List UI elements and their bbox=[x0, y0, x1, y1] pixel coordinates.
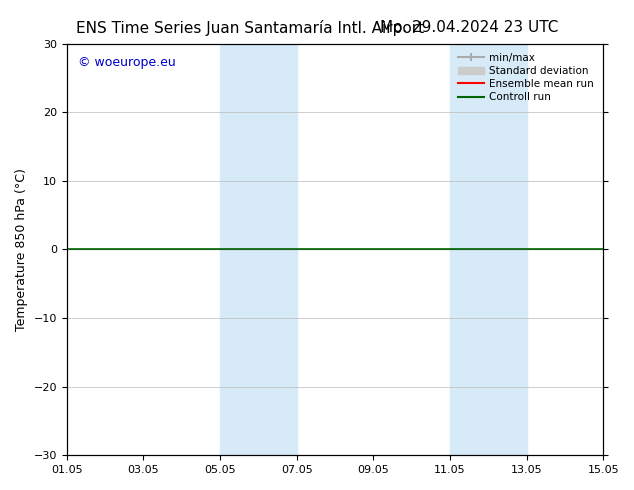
Y-axis label: Temperature 850 hPa (°C): Temperature 850 hPa (°C) bbox=[15, 168, 28, 331]
Bar bbox=[220, 44, 297, 455]
Text: Mo. 29.04.2024 23 UTC: Mo. 29.04.2024 23 UTC bbox=[380, 20, 558, 35]
Bar bbox=[450, 44, 527, 455]
Text: © woeurope.eu: © woeurope.eu bbox=[77, 56, 175, 69]
Legend: min/max, Standard deviation, Ensemble mean run, Controll run: min/max, Standard deviation, Ensemble me… bbox=[454, 49, 598, 106]
Text: ENS Time Series Juan Santamaría Intl. Airport: ENS Time Series Juan Santamaría Intl. Ai… bbox=[76, 20, 424, 36]
